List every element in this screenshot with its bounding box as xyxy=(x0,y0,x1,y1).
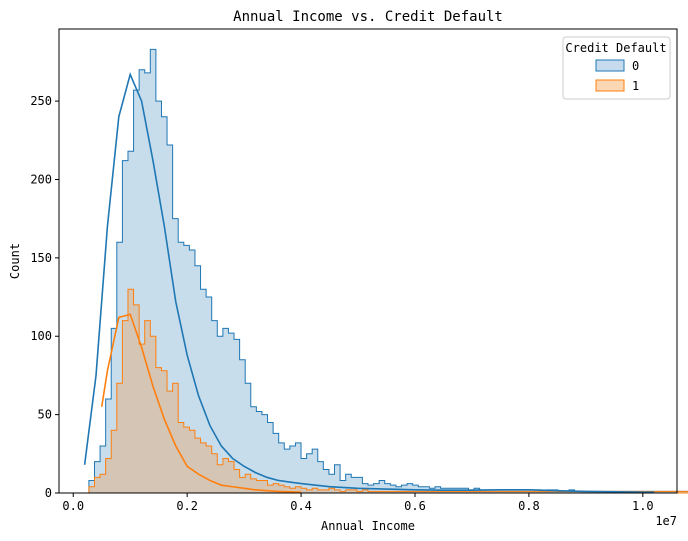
legend-swatch-0 xyxy=(595,59,625,72)
histogram-fill-1 xyxy=(88,289,688,493)
y-tick-label: 0 xyxy=(45,486,52,500)
legend-label-1: 1 xyxy=(632,79,639,93)
chart-title: Annual Income vs. Credit Default xyxy=(233,9,503,25)
y-axis-label: Count xyxy=(8,243,22,279)
legend: Credit Default 0 1 xyxy=(562,36,671,100)
plot-area xyxy=(83,48,688,494)
y-tick-label: 50 xyxy=(38,408,52,422)
y-tick-label: 250 xyxy=(30,94,52,108)
legend-title: Credit Default xyxy=(565,41,666,55)
y-tick-label: 200 xyxy=(30,172,52,186)
x-axis-offset-label: 1e7 xyxy=(655,514,677,528)
axes-frame xyxy=(58,28,678,494)
x-axis-label: Annual Income xyxy=(321,519,415,533)
legend-label-0: 0 xyxy=(632,59,639,73)
y-axis: 0 50 100 150 200 250 xyxy=(30,94,59,500)
legend-swatch-1 xyxy=(595,79,625,92)
x-tick-label: 0.4 xyxy=(290,499,312,513)
y-tick-label: 150 xyxy=(30,251,52,265)
x-tick-label: 0.6 xyxy=(404,499,426,513)
histogram-fill-0 xyxy=(88,49,688,493)
series-1 xyxy=(88,288,688,494)
x-tick-label: 0.0 xyxy=(62,499,84,513)
x-tick-label: 0.2 xyxy=(176,499,198,513)
y-tick-label: 100 xyxy=(30,329,52,343)
kde-line-1 xyxy=(100,313,302,494)
x-tick-label: 1.0 xyxy=(632,499,654,513)
histogram-outline-1 xyxy=(88,288,688,494)
x-tick-label: 0.8 xyxy=(518,499,540,513)
kde-line-0 xyxy=(83,72,655,494)
x-axis: 0.0 0.2 0.4 0.6 0.8 1.0 xyxy=(62,493,654,513)
